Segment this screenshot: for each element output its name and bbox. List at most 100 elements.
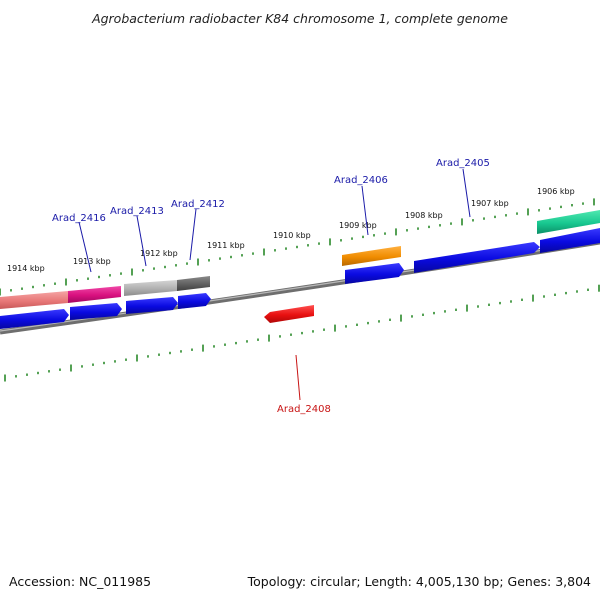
minor-tick xyxy=(301,331,303,335)
accession-text: Accession: NC_011985 xyxy=(9,574,151,589)
minor-tick xyxy=(367,321,369,325)
gene-label-arad-2416[interactable]: Arad_2416 xyxy=(52,213,106,224)
minor-tick xyxy=(340,239,342,242)
gene-label-arad-2408[interactable]: Arad_2408 xyxy=(277,404,331,415)
minor-tick xyxy=(285,247,287,250)
gene-label-arad-2406[interactable]: Arad_2406 xyxy=(334,175,388,186)
minor-tick xyxy=(230,255,232,259)
leader-line-arad-2412 xyxy=(189,208,197,261)
minor-tick xyxy=(477,305,479,308)
scale-label-1913: 1913 kbp xyxy=(73,257,111,266)
minor-tick xyxy=(576,290,578,293)
major-tick xyxy=(202,344,204,352)
cds-arrow[interactable] xyxy=(0,309,69,329)
minor-tick xyxy=(15,375,17,378)
scale-label-1908: 1908 kbp xyxy=(405,211,443,220)
minor-tick xyxy=(378,320,380,323)
minor-tick xyxy=(26,373,28,376)
cds-arrow[interactable] xyxy=(178,293,211,309)
minor-tick xyxy=(10,289,12,292)
minor-tick xyxy=(59,368,61,371)
gene-label-arad-2412[interactable]: Arad_2412 xyxy=(171,199,225,210)
major-tick xyxy=(466,304,468,312)
major-tick xyxy=(263,248,265,256)
feature-red-arad-2408[interactable] xyxy=(264,305,314,323)
gene-labels: Arad_2405 Arad_2406 Arad_2408 Arad_2412 … xyxy=(52,158,490,415)
scale-label-1910: 1910 kbp xyxy=(273,231,311,240)
gene-label-lines xyxy=(78,168,471,401)
feature-salmon[interactable] xyxy=(0,291,68,309)
minor-tick xyxy=(274,249,276,252)
minor-tick xyxy=(488,303,490,306)
minor-tick xyxy=(158,353,160,356)
minor-tick xyxy=(499,301,501,305)
major-tick xyxy=(598,284,600,292)
minor-tick xyxy=(43,284,45,287)
minor-tick xyxy=(582,202,584,205)
minor-tick xyxy=(307,244,309,247)
minor-tick xyxy=(246,340,248,343)
major-tick xyxy=(65,278,67,286)
minor-tick xyxy=(422,313,424,316)
minor-tick xyxy=(411,315,413,318)
minor-tick xyxy=(362,235,364,239)
minor-tick xyxy=(180,350,182,353)
minor-tick xyxy=(125,358,127,361)
major-tick xyxy=(329,238,331,246)
minor-tick xyxy=(219,257,221,260)
minor-tick xyxy=(571,204,573,207)
gene-label-arad-2413[interactable]: Arad_2413 xyxy=(110,206,164,217)
minor-tick xyxy=(417,227,419,230)
cds-arrow[interactable] xyxy=(345,263,404,284)
cds-arrow[interactable] xyxy=(126,297,178,314)
minor-tick xyxy=(153,267,155,270)
major-tick xyxy=(131,268,133,276)
minor-tick xyxy=(323,328,325,331)
cds-arrow[interactable] xyxy=(70,303,122,320)
minor-tick xyxy=(224,343,226,346)
minor-tick xyxy=(554,293,556,296)
minor-tick xyxy=(81,365,83,368)
minor-tick xyxy=(505,214,507,217)
minor-tick xyxy=(241,254,243,257)
scale-ticks-upper xyxy=(0,198,595,296)
scale-label-1911: 1911 kbp xyxy=(207,241,245,250)
major-tick xyxy=(136,354,138,362)
major-tick xyxy=(197,258,199,266)
minor-tick xyxy=(103,361,105,365)
minor-tick xyxy=(109,274,111,277)
minor-tick xyxy=(279,335,281,338)
minor-tick xyxy=(439,224,441,227)
cds-arrow[interactable] xyxy=(540,228,600,253)
minor-tick xyxy=(92,363,94,366)
minor-tick xyxy=(32,285,34,289)
minor-tick xyxy=(169,351,171,355)
leader-line-arad-2408 xyxy=(295,354,301,401)
minor-tick xyxy=(208,259,210,262)
minor-tick xyxy=(186,262,188,265)
cds-track xyxy=(0,228,600,329)
minor-tick xyxy=(384,232,386,235)
cds-arrow[interactable] xyxy=(414,242,540,273)
major-tick xyxy=(0,288,1,296)
feature-light-gray[interactable] xyxy=(124,280,177,296)
minor-tick xyxy=(175,264,177,267)
minor-tick xyxy=(472,219,474,222)
feature-dark-gray[interactable] xyxy=(177,276,210,291)
major-tick xyxy=(334,324,336,332)
minor-tick xyxy=(48,370,50,373)
minor-tick xyxy=(318,242,320,245)
minor-tick xyxy=(142,269,144,272)
minor-tick xyxy=(351,237,353,240)
feature-magenta[interactable] xyxy=(68,286,121,303)
minor-tick xyxy=(345,325,347,328)
minor-tick xyxy=(76,279,78,282)
gene-label-arad-2405[interactable]: Arad_2405 xyxy=(436,158,490,169)
minor-tick xyxy=(549,207,551,210)
feature-orange[interactable] xyxy=(342,246,401,266)
minor-tick xyxy=(213,345,215,348)
feature-teal[interactable] xyxy=(537,210,600,234)
minor-tick xyxy=(510,300,512,303)
scale-label-1906: 1906 kbp xyxy=(537,187,575,196)
